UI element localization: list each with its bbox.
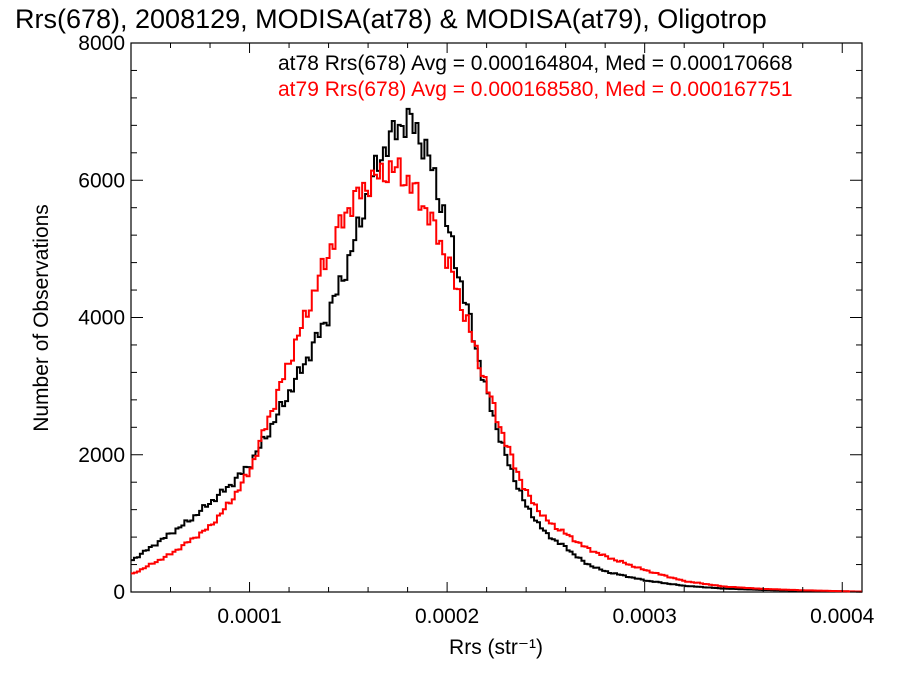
x-tick-label: 0.0002 — [415, 605, 479, 628]
legend-annotation-text: at79 Rrs(678) Avg = 0.000168580, Med = 0… — [278, 78, 793, 101]
y-tick-label: 2000 — [78, 444, 125, 467]
x-tick-label: 0.0001 — [217, 605, 281, 628]
x-tick-label: 0.0003 — [613, 605, 677, 628]
x-tick-label: 0.0004 — [810, 605, 875, 628]
plot-area — [130, 42, 863, 593]
y-tick-label: 6000 — [78, 169, 125, 192]
y-axis: 0 2000 4000 6000 8000 — [78, 32, 862, 604]
histogram-series-line — [131, 107, 862, 593]
y-axis-label: Number of Observations — [30, 204, 53, 432]
x-axis-label: Rrs (str⁻¹) — [449, 636, 543, 659]
histogram-series-line — [131, 157, 862, 593]
legend-annotation-text: at78 Rrs(678) Avg = 0.000164804, Med = 0… — [278, 52, 793, 75]
y-tick-label: 8000 — [78, 32, 125, 55]
legend-annotations: at78 Rrs(678) Avg = 0.000164804, Med = 0… — [278, 52, 793, 101]
plot-frame — [130, 42, 863, 593]
y-tick-label: 0 — [113, 581, 125, 604]
y-tick-label: 4000 — [78, 307, 125, 330]
x-axis: 0.0001 0.0002 0.0003 0.0004 — [130, 43, 875, 628]
chart-title: Rrs(678), 2008129, MODISA(at78) & MODISA… — [15, 4, 767, 34]
